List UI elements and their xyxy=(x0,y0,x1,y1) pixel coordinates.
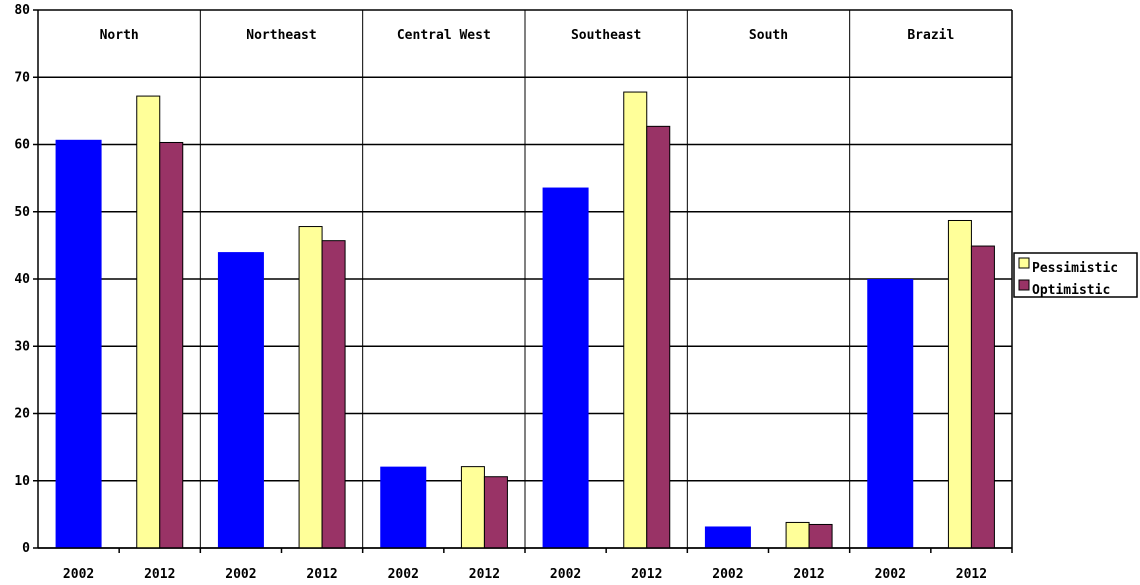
bar-2002 xyxy=(380,466,427,548)
legend-swatch-pessimistic xyxy=(1018,257,1030,269)
bar-2002 xyxy=(704,526,751,548)
x-tick-label: 2002 xyxy=(63,567,94,582)
region-label: North xyxy=(100,28,139,43)
x-tick-label: 2012 xyxy=(793,567,824,582)
bar-2012-pessimistic xyxy=(947,219,972,549)
grid-layer xyxy=(38,9,1012,549)
bar-2012-optimistic xyxy=(970,245,995,549)
legend-swatch-optimistic xyxy=(1018,279,1030,291)
bar-2012-pessimistic xyxy=(298,226,323,549)
x-tick-label: 2002 xyxy=(712,567,743,582)
bar-2012-pessimistic xyxy=(136,95,161,549)
bar-2012-optimistic xyxy=(321,240,346,549)
legend: Pessimistic Optimistic xyxy=(1013,252,1138,298)
x-tick-label: 2012 xyxy=(956,567,987,582)
bar-2012-optimistic xyxy=(808,523,833,549)
region-label: South xyxy=(749,28,788,43)
legend-label-pessimistic: Pessimistic xyxy=(1032,261,1118,276)
bar-2012-pessimistic xyxy=(785,521,810,549)
bar-2012-pessimistic xyxy=(460,466,485,549)
y-tick-label: 30 xyxy=(14,339,30,354)
x-tick-label: 2012 xyxy=(631,567,662,582)
region-label: Brazil xyxy=(907,28,954,43)
x-tick-label: 2012 xyxy=(144,567,175,582)
bar-2002 xyxy=(55,139,102,549)
x-tick-label: 2012 xyxy=(469,567,500,582)
bar-2002 xyxy=(217,252,264,548)
region-label: Northeast xyxy=(246,28,316,43)
x-tick-label: 2002 xyxy=(388,567,419,582)
y-tick-label: 0 xyxy=(22,541,30,556)
legend-box xyxy=(1013,252,1138,298)
bar-2012-optimistic xyxy=(646,125,671,549)
y-tick-label: 10 xyxy=(14,474,30,489)
y-tick-label: 40 xyxy=(14,272,30,287)
bar-2002 xyxy=(542,187,589,549)
legend-label-optimistic: Optimistic xyxy=(1032,283,1110,298)
x-tick-label: 2002 xyxy=(875,567,906,582)
y-tick-label: 60 xyxy=(14,138,30,153)
bar-2002 xyxy=(867,279,914,548)
y-tick-label: 20 xyxy=(14,407,30,422)
region-label: Southeast xyxy=(571,28,641,43)
x-tick-label: 2002 xyxy=(225,567,256,582)
x-tick-label: 2002 xyxy=(550,567,581,582)
bar-2012-optimistic xyxy=(159,141,184,549)
x-tick-label: 2012 xyxy=(306,567,337,582)
label-layer: 0 10 20 30 40 50 60 70 80 North 2002 2012 Northeast 2… xyxy=(14,3,987,582)
y-tick-label: 70 xyxy=(14,70,30,85)
y-tick-label: 80 xyxy=(14,3,30,18)
bar-2012-optimistic xyxy=(483,476,508,549)
region-label: Central West xyxy=(397,28,491,43)
y-tick-label: 50 xyxy=(14,205,30,220)
axis-layer xyxy=(33,9,1013,553)
bar-2012-pessimistic xyxy=(623,91,648,549)
